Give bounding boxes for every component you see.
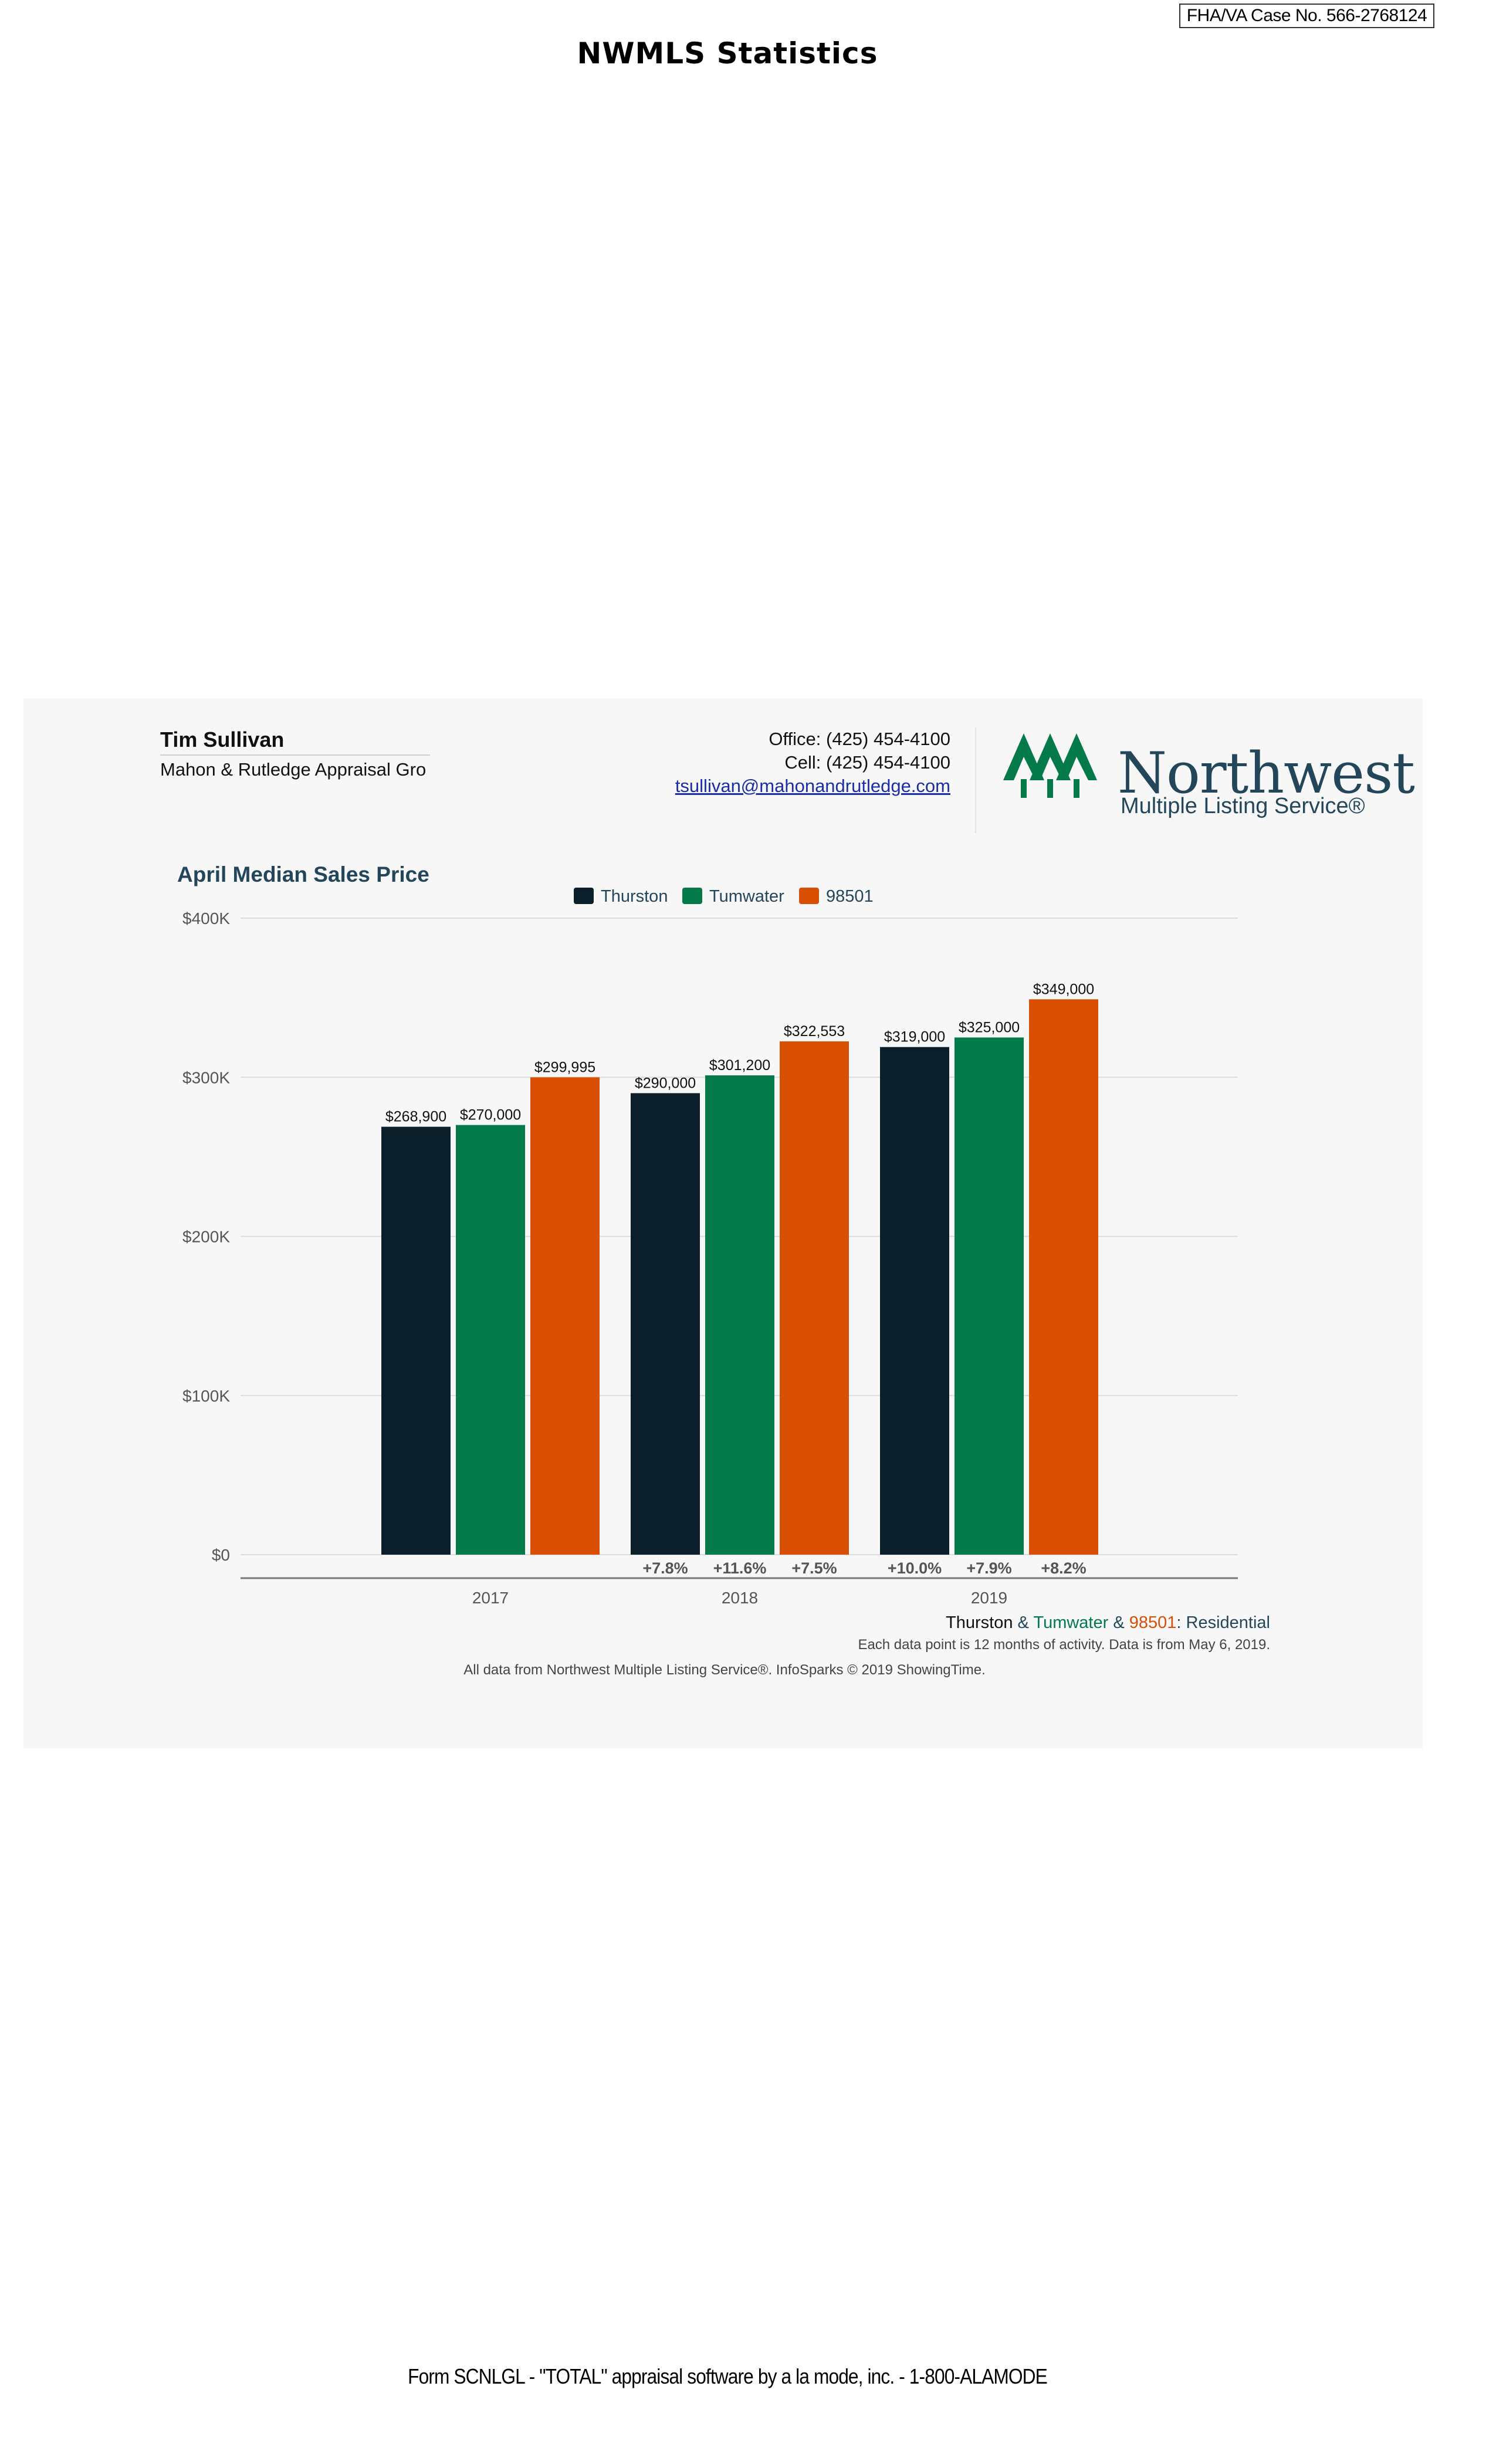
x-tick-label: 2018	[722, 1589, 758, 1607]
chart-legend: Thurston Tumwater 98501	[574, 887, 874, 906]
source-sep-1: &	[1013, 1613, 1034, 1632]
bar	[705, 1075, 774, 1555]
legend-swatch	[799, 888, 819, 904]
chart-title: April Median Sales Price	[177, 862, 429, 886]
legend-label: Thurston	[601, 887, 668, 906]
bar	[780, 1041, 849, 1555]
agent-company: Mahon & Rutledge Appraisal Gro	[160, 759, 427, 780]
legend-swatch	[682, 888, 702, 904]
y-axis: $0 $100K $200K $300K $400K	[182, 909, 230, 1564]
bar	[381, 1126, 451, 1555]
yoy-change-label: +7.5%	[791, 1559, 837, 1577]
bar-value-label: $299,995	[534, 1059, 595, 1075]
chart-source-line: Thurston & Tumwater & 98501: Residential	[946, 1613, 1270, 1633]
bar	[631, 1093, 700, 1555]
bar	[1029, 999, 1098, 1555]
source-tumwater: Tumwater	[1033, 1613, 1109, 1632]
chart-credit: All data from Northwest Multiple Listing…	[463, 1662, 986, 1678]
bar-value-label: $322,553	[784, 1023, 845, 1040]
y-tick-label: $200K	[182, 1228, 230, 1246]
bar-value-label: $268,900	[385, 1109, 446, 1125]
bar	[955, 1037, 1024, 1555]
agent-name: Tim Sullivan	[160, 727, 285, 752]
office-phone: Office: (425) 454-4100	[769, 729, 950, 749]
yoy-change-label: +11.6%	[713, 1559, 767, 1577]
source-residential: : Residential	[1176, 1613, 1270, 1632]
bar-value-label: $349,000	[1033, 981, 1094, 997]
legend-label: 98501	[826, 887, 874, 906]
legend-label: Tumwater	[709, 887, 784, 906]
y-tick-label: $0	[212, 1546, 230, 1564]
bar-group: $268,900 $270,000 $299,995 $290,000 +7.8% $30…	[381, 981, 1098, 1577]
yoy-change-label: +8.2%	[1041, 1559, 1086, 1577]
nwmls-trees-logo-icon	[1003, 733, 1097, 798]
header-separator	[975, 727, 976, 833]
bar	[456, 1125, 525, 1555]
y-tick-label: $300K	[182, 1068, 230, 1087]
cell-phone: Cell: (425) 454-4100	[784, 752, 950, 773]
source-thurston: Thurston	[946, 1613, 1013, 1632]
chart-note: Each data point is 12 months of activity…	[858, 1637, 1270, 1653]
yoy-change-label: +10.0%	[888, 1559, 942, 1577]
bar-value-label: $325,000	[959, 1019, 1020, 1035]
form-footer: Form SCNLGL - "TOTAL" appraisal software…	[408, 2364, 1048, 2388]
page-title: NWMLS Statistics	[577, 36, 878, 70]
bar-value-label: $301,200	[709, 1057, 770, 1074]
y-tick-label: $400K	[182, 909, 230, 928]
x-tick-label: 2019	[971, 1589, 1007, 1607]
x-tick-label: 2017	[472, 1589, 509, 1607]
bar-value-label: $290,000	[635, 1075, 696, 1091]
bar-value-label: $270,000	[460, 1107, 521, 1123]
bar	[530, 1077, 600, 1555]
case-number-box: FHA/VA Case No. 566-2768124	[1179, 4, 1434, 28]
agent-email-link[interactable]: tsullivan@mahonandrutledge.com	[675, 776, 950, 796]
yoy-change-label: +7.9%	[966, 1559, 1011, 1577]
logo-name: Northwest	[1118, 740, 1415, 806]
source-98501: 98501	[1129, 1613, 1177, 1632]
x-axis: 2017 2018 2019	[241, 1577, 1238, 1607]
logo-subtitle: Multiple Listing Service®	[1121, 794, 1365, 818]
source-sep-2: &	[1108, 1613, 1129, 1632]
yoy-change-label: +7.8%	[642, 1559, 688, 1577]
median-price-chart: April Median Sales Price $0 $100K $200K $30…	[177, 862, 1238, 1607]
bar	[880, 1047, 949, 1555]
bar-value-label: $319,000	[884, 1029, 945, 1045]
legend-swatch	[574, 888, 594, 904]
y-tick-label: $100K	[182, 1387, 230, 1405]
agent-divider	[160, 754, 430, 756]
